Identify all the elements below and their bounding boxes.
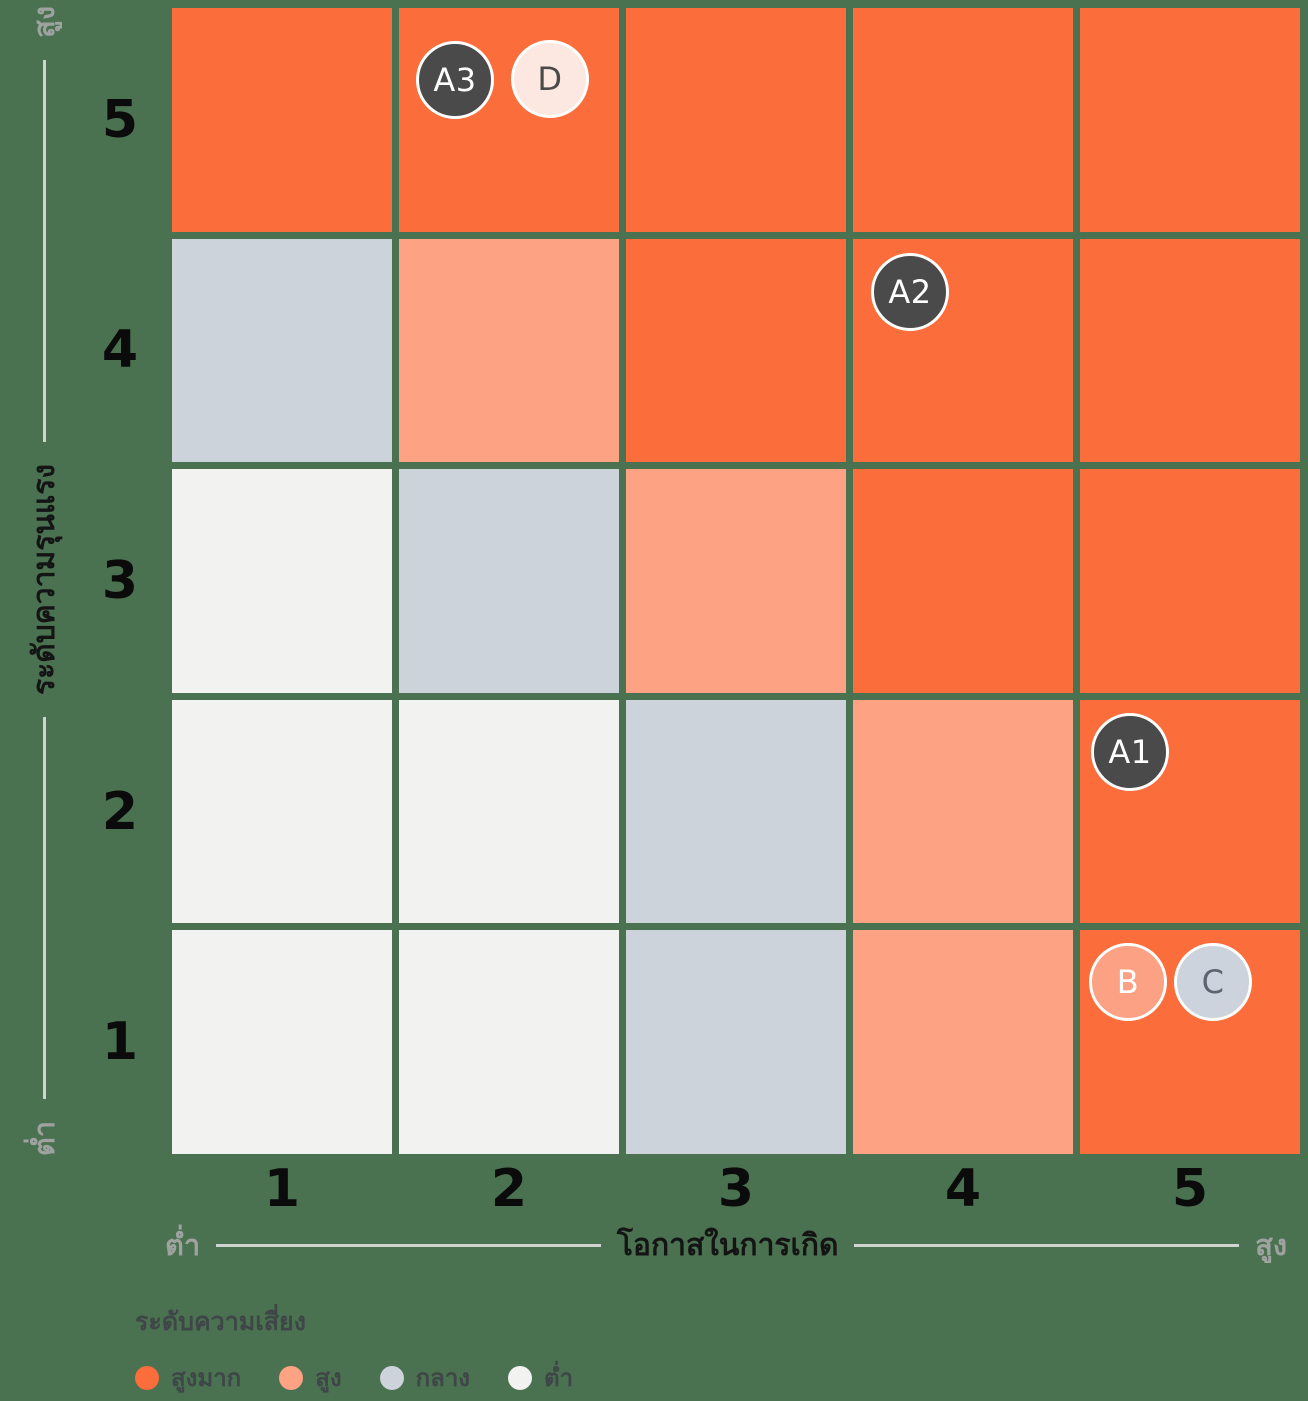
- matrix-cell-severity2-likelihood3: [626, 699, 846, 924]
- legend-item-low: ต่ำ: [508, 1358, 573, 1397]
- x-axis-line-right: [854, 1243, 1240, 1247]
- y-tick-5: 5: [101, 89, 139, 150]
- y-tick-3: 3: [101, 550, 139, 611]
- matrix-cell-severity1-likelihood4: [853, 930, 1073, 1154]
- matrix-cell-severity5-likelihood4: [853, 8, 1073, 232]
- x-axis-line-left: [216, 1243, 601, 1247]
- y-axis: สูง ระดับความรุนแรง ต่ำ: [20, 6, 68, 1156]
- legend-dot-very_high: [135, 1365, 159, 1390]
- x-axis-low-label: ต่ำ: [165, 1228, 201, 1262]
- matrix-cell-severity4-likelihood1: [172, 238, 392, 463]
- x-axis-title: โอกาสในการเกิด: [616, 1227, 839, 1263]
- x-tick-labels: 1 2 3 4 5: [172, 1158, 1300, 1220]
- matrix-cell-severity4-likelihood5: [1080, 238, 1300, 463]
- matrix-cell-severity2-likelihood2: [399, 699, 619, 924]
- matrix-cell-severity3-likelihood1: [172, 469, 392, 693]
- risk-marker-A3[interactable]: A3: [416, 41, 494, 119]
- x-axis: ต่ำ โอกาสในการเกิด สูง: [165, 1222, 1287, 1268]
- matrix-cell-severity2-likelihood4: [853, 699, 1073, 924]
- y-axis-low-label: ต่ำ: [27, 1120, 61, 1157]
- matrix-cell-severity3-likelihood3: [626, 469, 846, 693]
- x-axis-high-label: สูง: [1255, 1228, 1288, 1262]
- legend-item-medium: กลาง: [379, 1358, 471, 1397]
- matrix-cell-severity4-likelihood3: [626, 238, 846, 463]
- legend-label-low: ต่ำ: [544, 1364, 574, 1392]
- x-tick-1: 1: [263, 1159, 301, 1219]
- legend-item-very_high: สูงมาก: [135, 1358, 241, 1397]
- y-axis-line-top: [42, 59, 46, 442]
- risk-marker-D[interactable]: D: [511, 40, 589, 118]
- matrix-cell-severity5-likelihood2: [399, 8, 619, 232]
- matrix-cell-severity3-likelihood2: [399, 469, 619, 693]
- risk-grid: [172, 8, 1300, 1154]
- y-axis-high-label: สูง: [27, 6, 61, 38]
- legend-dot-medium: [379, 1365, 404, 1390]
- y-axis-title: ระดับความรุนแรง: [26, 463, 62, 695]
- legend-label-very_high: สูงมาก: [171, 1364, 242, 1392]
- matrix-cell-severity1-likelihood1: [172, 930, 392, 1154]
- matrix-cell-severity4-likelihood2: [399, 238, 619, 463]
- legend-items: สูงมาก สูง กลาง ต่ำ: [135, 1358, 573, 1397]
- risk-marker-A2[interactable]: A2: [871, 253, 949, 331]
- y-tick-1: 1: [101, 1012, 139, 1073]
- x-tick-2: 2: [490, 1159, 528, 1219]
- matrix-cell-severity3-likelihood5: [1080, 469, 1300, 693]
- legend-label-medium: กลาง: [415, 1364, 471, 1392]
- matrix-cell-severity1-likelihood3: [626, 930, 846, 1154]
- x-tick-3: 3: [717, 1159, 755, 1219]
- y-tick-4: 4: [101, 320, 139, 381]
- x-tick-5: 5: [1171, 1159, 1209, 1219]
- y-axis-line-bottom: [42, 716, 46, 1099]
- legend-label-high: สูง: [315, 1364, 342, 1392]
- risk-marker-A1[interactable]: A1: [1091, 713, 1169, 791]
- legend-title: ระดับความเสี่ยง: [135, 1307, 306, 1336]
- risk-legend: ระดับความเสี่ยง สูงมาก สูง กลาง ต่ำ: [135, 1302, 573, 1397]
- legend-dot-high: [279, 1365, 304, 1390]
- matrix-cell-severity1-likelihood2: [399, 930, 619, 1154]
- risk-marker-B[interactable]: B: [1089, 943, 1167, 1021]
- y-tick-labels: 5 4 3 2 1: [88, 8, 152, 1154]
- x-tick-4: 4: [944, 1159, 982, 1219]
- matrix-cell-severity5-likelihood5: [1080, 8, 1300, 232]
- matrix-cell-severity2-likelihood1: [172, 699, 392, 924]
- matrix-cell-severity5-likelihood1: [172, 8, 392, 232]
- risk-marker-C[interactable]: C: [1174, 943, 1252, 1021]
- y-tick-2: 2: [101, 781, 139, 842]
- matrix-cell-severity5-likelihood3: [626, 8, 846, 232]
- legend-dot-low: [508, 1365, 533, 1390]
- legend-item-high: สูง: [279, 1358, 342, 1397]
- matrix-cell-severity3-likelihood4: [853, 469, 1073, 693]
